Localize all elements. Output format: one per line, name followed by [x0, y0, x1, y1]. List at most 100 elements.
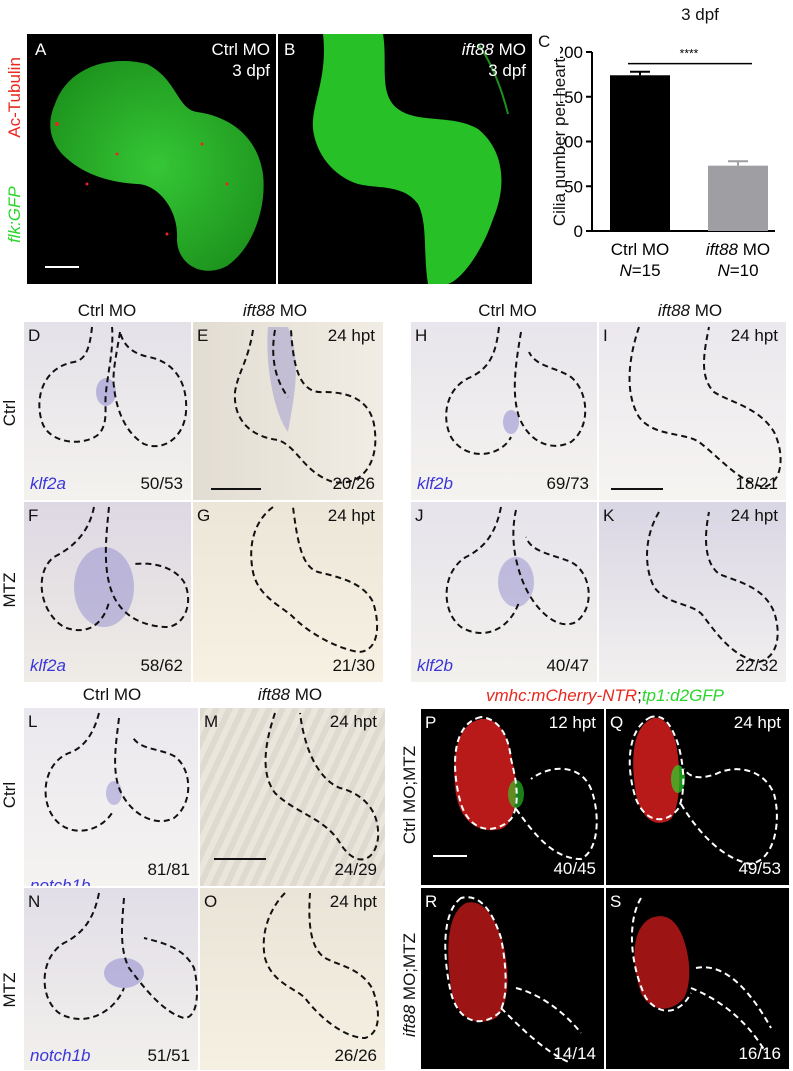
y-tick-label: 100 — [560, 133, 583, 152]
panel-m-scale-bar — [214, 858, 266, 860]
panel-d-gene: klf2a — [30, 474, 66, 493]
panel-h-outline — [445, 326, 587, 455]
grid3-row2-label: MTZ — [0, 972, 19, 1008]
panel-b-letter: B — [284, 40, 296, 59]
panel-o-outline — [262, 892, 379, 1040]
significance-stars: **** — [680, 47, 699, 61]
grid2-col1-header: Ctrl MO — [478, 301, 537, 320]
ac-tubulin-label: Ac-Tubulin — [5, 57, 24, 138]
panel-n: N notch1b 51/51 — [24, 888, 198, 1070]
panel-j-letter: J — [415, 506, 424, 525]
grid1-row2-label: MTZ — [0, 572, 19, 608]
panel-a-stage: 3 dpf — [232, 61, 270, 80]
grid4-row2-label: ift88 MO;MTZ — [400, 933, 419, 1037]
panel-j-gene: klf2b — [417, 656, 453, 675]
panel-n-gene: notch1b — [30, 1046, 91, 1065]
panel-g: G 24 hpt 21/30 — [193, 502, 383, 682]
panel-i-outline — [628, 326, 782, 489]
y-tick-label: 50 — [564, 177, 583, 196]
panel-g-outline — [250, 506, 379, 654]
panel-j-count: 40/47 — [546, 656, 589, 675]
panel-h-gene: klf2b — [417, 474, 453, 493]
y-tick-label: 200 — [560, 43, 583, 62]
panel-m: M 24 hpt 24/29 — [200, 708, 385, 886]
panel-i: I 24 hpt 18/21 — [599, 322, 786, 500]
panel-h-letter: H — [415, 326, 428, 345]
cilia-bar-chart: 0 50 100 150 200 Ctrl MO N=15 ift88 MO N=10 **** — [560, 43, 775, 280]
grid4-title: vmhc:mCherry-NTR;tp1:d2GFP — [485, 686, 725, 705]
panel-q: Q 24 hpt 49/53 — [606, 709, 789, 885]
panel-b-heart-gfp — [312, 34, 509, 284]
panel-m-outline — [264, 712, 380, 861]
x-sample-size-label: N=10 — [717, 261, 758, 280]
panel-a-letter: A — [35, 40, 47, 59]
panel-f-outline — [40, 506, 190, 632]
panel-d-letter: D — [28, 326, 41, 345]
panel-m-count: 24/29 — [334, 860, 377, 879]
panel-r-count: 14/14 — [553, 1044, 596, 1063]
panel-r-heart — [444, 896, 582, 1064]
panel-d-outline — [38, 326, 188, 448]
panel-e-outline — [233, 327, 377, 484]
panel-p: P 12 hpt 40/45 — [421, 709, 604, 885]
panel-a-heart-gfp — [50, 60, 264, 271]
grid3-col2-header: ift88 MO — [257, 685, 323, 704]
panel-s-count: 16/16 — [738, 1044, 781, 1063]
grid1-col2-header: ift88 MO — [242, 301, 308, 320]
panel-s-letter: S — [610, 892, 622, 911]
panel-k-count: 22/32 — [735, 656, 778, 675]
panel-k-outline — [646, 511, 779, 664]
panel-l-letter: L — [28, 712, 38, 731]
panel-k: K 24 hpt 22/32 — [599, 502, 786, 682]
bar-ift88-mo — [708, 165, 768, 231]
panel-l: L 81/81 notch1b — [24, 708, 198, 886]
panel-p-scale-bar — [433, 855, 467, 857]
panel-p-time: 12 hpt — [548, 713, 596, 732]
panel-a-image: A Ctrl MO 3 dpf — [27, 34, 276, 284]
panel-p-heart — [454, 715, 598, 861]
panel-m-letter: M — [204, 712, 219, 731]
panel-k-letter: K — [603, 506, 615, 525]
panel-l-gene: notch1b — [30, 876, 91, 886]
panel-a-scale-bar — [45, 266, 79, 268]
grid1-row1-label: Ctrl — [0, 399, 19, 427]
grid4-row1-label: Ctrl MO;MTZ — [400, 745, 419, 845]
panel-q-count: 49/53 — [738, 859, 781, 878]
panel-r-letter: R — [425, 892, 438, 911]
panel-i-scale-bar — [611, 488, 663, 490]
y-tick-label: 0 — [574, 222, 583, 241]
panel-f-gene: klf2a — [30, 656, 66, 675]
panel-i-letter: I — [603, 326, 608, 345]
y-tick-label: 150 — [560, 88, 583, 107]
panel-f-count: 58/62 — [140, 656, 183, 675]
panel-p-letter: P — [425, 713, 437, 732]
panel-i-count: 18/21 — [735, 474, 778, 493]
panel-o-letter: O — [204, 892, 218, 911]
panel-l-outline — [44, 712, 190, 832]
panel-i-time: 24 hpt — [730, 326, 778, 345]
panel-m-time: 24 hpt — [329, 712, 377, 731]
panel-f: F klf2a 58/62 — [24, 502, 191, 682]
panel-e-time: 24 hpt — [327, 326, 375, 345]
panel-s-heart — [631, 897, 772, 1054]
panel-g-letter: G — [197, 506, 211, 525]
panel-b-condition: ift88 MO — [461, 40, 526, 59]
panel-e-scale-bar — [211, 488, 261, 490]
panel-o-count: 26/26 — [334, 1046, 377, 1065]
panel-s: S 16/16 — [606, 888, 789, 1069]
panel-q-time: 24 hpt — [733, 713, 781, 732]
grid2-col2-header: ift88 MO — [657, 301, 723, 320]
panel-p-count: 40/45 — [553, 859, 596, 878]
bar-ctrl-mo — [610, 75, 670, 231]
panel-q-letter: Q — [610, 713, 624, 732]
grid3-col1-header: Ctrl MO — [82, 685, 142, 704]
panel-o-time: 24 hpt — [329, 892, 377, 911]
panel-n-letter: N — [28, 892, 41, 911]
panel-c-letter: C — [538, 32, 551, 51]
ac-tubulin-flk-gfp-axis-label: flk:GFP Ac-Tubulin — [5, 40, 25, 260]
grid1-col1-header: Ctrl MO — [77, 301, 137, 320]
panel-l-count: 81/81 — [147, 860, 190, 879]
flk-gfp-label: flk:GFP — [5, 186, 24, 243]
panel-j-outline — [445, 506, 590, 634]
panel-a-condition: Ctrl MO — [211, 40, 270, 59]
